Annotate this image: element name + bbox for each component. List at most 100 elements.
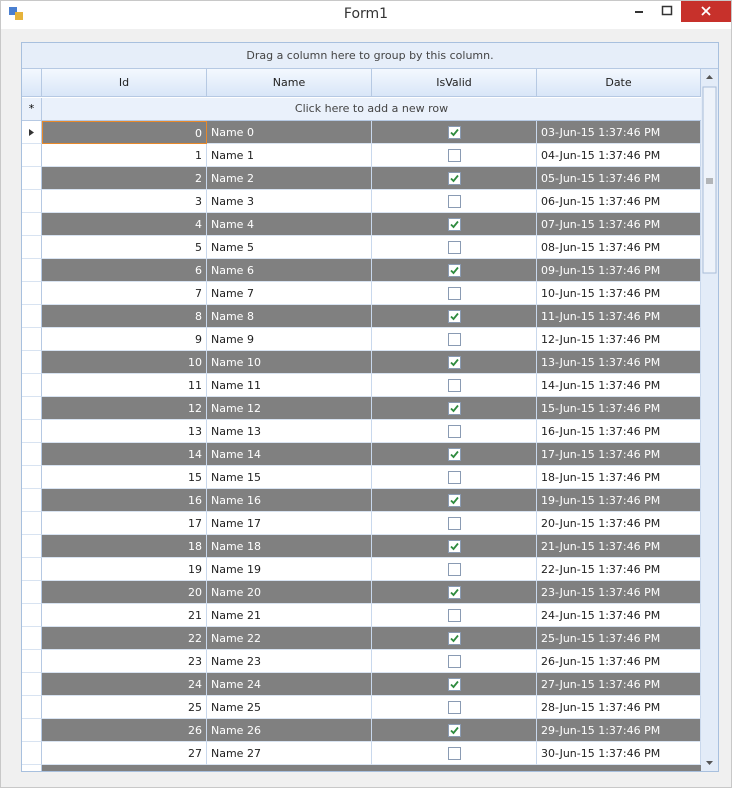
checkbox[interactable] xyxy=(448,448,461,461)
checkbox[interactable] xyxy=(448,356,461,369)
checkbox[interactable] xyxy=(448,563,461,576)
cell-date[interactable]: 15-Jun-15 1:37:46 PM xyxy=(537,397,701,420)
cell-date[interactable]: 06-Jun-15 1:37:46 PM xyxy=(537,190,701,213)
cell-name[interactable]: Name 8 xyxy=(207,305,372,328)
cell-date[interactable]: 22-Jun-15 1:37:46 PM xyxy=(537,558,701,581)
close-button[interactable] xyxy=(681,1,731,22)
maximize-button[interactable] xyxy=(653,1,681,22)
cell-isvalid[interactable] xyxy=(372,121,537,144)
cell-name[interactable]: Name 10 xyxy=(207,351,372,374)
cell-isvalid[interactable] xyxy=(372,742,537,765)
cell-name[interactable]: Name 27 xyxy=(207,742,372,765)
cell-id[interactable]: 23 xyxy=(42,650,207,673)
cell-isvalid[interactable] xyxy=(372,236,537,259)
cell-id[interactable]: 14 xyxy=(42,443,207,466)
column-header[interactable]: Id xyxy=(42,69,207,97)
cell-isvalid[interactable] xyxy=(372,351,537,374)
cell-id[interactable]: 12 xyxy=(42,397,207,420)
cell-date[interactable]: 26-Jun-15 1:37:46 PM xyxy=(537,650,701,673)
cell-isvalid[interactable] xyxy=(372,259,537,282)
cell-id[interactable]: 0 xyxy=(42,121,207,144)
cell-isvalid[interactable] xyxy=(372,305,537,328)
cell-isvalid[interactable] xyxy=(372,167,537,190)
cell-date[interactable]: 17-Jun-15 1:37:46 PM xyxy=(537,443,701,466)
cell-id[interactable]: 20 xyxy=(42,581,207,604)
cell-isvalid[interactable] xyxy=(372,581,537,604)
vertical-scrollbar[interactable] xyxy=(701,69,718,771)
cell-date[interactable]: 11-Jun-15 1:37:46 PM xyxy=(537,305,701,328)
cell-id[interactable]: 11 xyxy=(42,374,207,397)
cell-name[interactable]: Name 13 xyxy=(207,420,372,443)
cell-name[interactable]: Name 11 xyxy=(207,374,372,397)
cell-isvalid[interactable] xyxy=(372,190,537,213)
checkbox[interactable] xyxy=(448,471,461,484)
checkbox[interactable] xyxy=(448,218,461,231)
cell-date[interactable]: 23-Jun-15 1:37:46 PM xyxy=(537,581,701,604)
cell-date[interactable]: 10-Jun-15 1:37:46 PM xyxy=(537,282,701,305)
cell-id[interactable]: 18 xyxy=(42,535,207,558)
cell-name[interactable]: Name 6 xyxy=(207,259,372,282)
cell-isvalid[interactable] xyxy=(372,696,537,719)
checkbox[interactable] xyxy=(448,678,461,691)
cell-isvalid[interactable] xyxy=(372,558,537,581)
cell-id[interactable]: 2 xyxy=(42,167,207,190)
cell-name[interactable]: Name 20 xyxy=(207,581,372,604)
cell-name[interactable]: Name 0 xyxy=(207,121,372,144)
cell-date[interactable]: 27-Jun-15 1:37:46 PM xyxy=(537,673,701,696)
checkbox[interactable] xyxy=(448,241,461,254)
cell-id[interactable]: 9 xyxy=(42,328,207,351)
cell-isvalid[interactable] xyxy=(372,144,537,167)
cell-id[interactable]: 19 xyxy=(42,558,207,581)
cell-id[interactable]: 25 xyxy=(42,696,207,719)
new-row[interactable]: * Click here to add a new row xyxy=(22,98,701,121)
cell-id[interactable]: 7 xyxy=(42,282,207,305)
cell-isvalid[interactable] xyxy=(372,397,537,420)
cell-isvalid[interactable] xyxy=(372,673,537,696)
minimize-button[interactable] xyxy=(625,1,653,22)
cell-date[interactable]: 19-Jun-15 1:37:46 PM xyxy=(537,489,701,512)
checkbox[interactable] xyxy=(448,425,461,438)
cell-name[interactable]: Name 22 xyxy=(207,627,372,650)
cell-date[interactable]: 29-Jun-15 1:37:46 PM xyxy=(537,719,701,742)
cell-id[interactable]: 10 xyxy=(42,351,207,374)
checkbox[interactable] xyxy=(448,724,461,737)
cell-isvalid[interactable] xyxy=(372,420,537,443)
checkbox[interactable] xyxy=(448,494,461,507)
cell-name[interactable]: Name 2 xyxy=(207,167,372,190)
cell-name[interactable]: Name 1 xyxy=(207,144,372,167)
cell-id[interactable]: 8 xyxy=(42,305,207,328)
cell-name[interactable]: Name 7 xyxy=(207,282,372,305)
checkbox[interactable] xyxy=(448,264,461,277)
new-row-text[interactable]: Click here to add a new row xyxy=(294,102,449,115)
cell-name[interactable]: Name 16 xyxy=(207,489,372,512)
cell-name[interactable]: Name 23 xyxy=(207,650,372,673)
checkbox[interactable] xyxy=(448,126,461,139)
cell-date[interactable]: 08-Jun-15 1:37:46 PM xyxy=(537,236,701,259)
cell-name[interactable]: Name 24 xyxy=(207,673,372,696)
cell-id[interactable]: 6 xyxy=(42,259,207,282)
cell-date[interactable]: 28-Jun-15 1:37:46 PM xyxy=(537,696,701,719)
cell-date[interactable]: 13-Jun-15 1:37:46 PM xyxy=(537,351,701,374)
cell-name[interactable]: Name 15 xyxy=(207,466,372,489)
cell-isvalid[interactable] xyxy=(372,328,537,351)
cell-date[interactable]: 18-Jun-15 1:37:46 PM xyxy=(537,466,701,489)
cell-id[interactable]: 27 xyxy=(42,742,207,765)
cell-date[interactable]: 03-Jun-15 1:37:46 PM xyxy=(537,121,701,144)
checkbox[interactable] xyxy=(448,310,461,323)
cell-isvalid[interactable] xyxy=(372,466,537,489)
cell-isvalid[interactable] xyxy=(372,374,537,397)
cell-name[interactable]: Name 9 xyxy=(207,328,372,351)
cell-date[interactable]: 24-Jun-15 1:37:46 PM xyxy=(537,604,701,627)
checkbox[interactable] xyxy=(448,379,461,392)
cell-name[interactable]: Name 14 xyxy=(207,443,372,466)
cell-date[interactable]: 07-Jun-15 1:37:46 PM xyxy=(537,213,701,236)
checkbox[interactable] xyxy=(448,149,461,162)
cell-id[interactable]: 13 xyxy=(42,420,207,443)
cell-name[interactable]: Name 21 xyxy=(207,604,372,627)
cell-isvalid[interactable] xyxy=(372,213,537,236)
checkbox[interactable] xyxy=(448,655,461,668)
cell-id[interactable]: 24 xyxy=(42,673,207,696)
cell-isvalid[interactable] xyxy=(372,443,537,466)
cell-date[interactable]: 20-Jun-15 1:37:46 PM xyxy=(537,512,701,535)
cell-name[interactable]: Name 4 xyxy=(207,213,372,236)
